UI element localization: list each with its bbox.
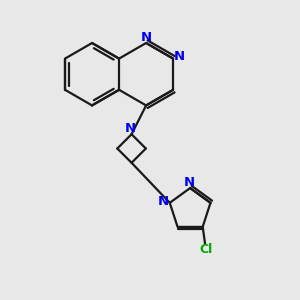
Text: N: N xyxy=(174,50,185,63)
Text: N: N xyxy=(140,31,152,44)
Text: N: N xyxy=(184,176,195,189)
Text: N: N xyxy=(124,122,136,135)
Text: N: N xyxy=(158,195,169,208)
Text: Cl: Cl xyxy=(199,243,212,256)
